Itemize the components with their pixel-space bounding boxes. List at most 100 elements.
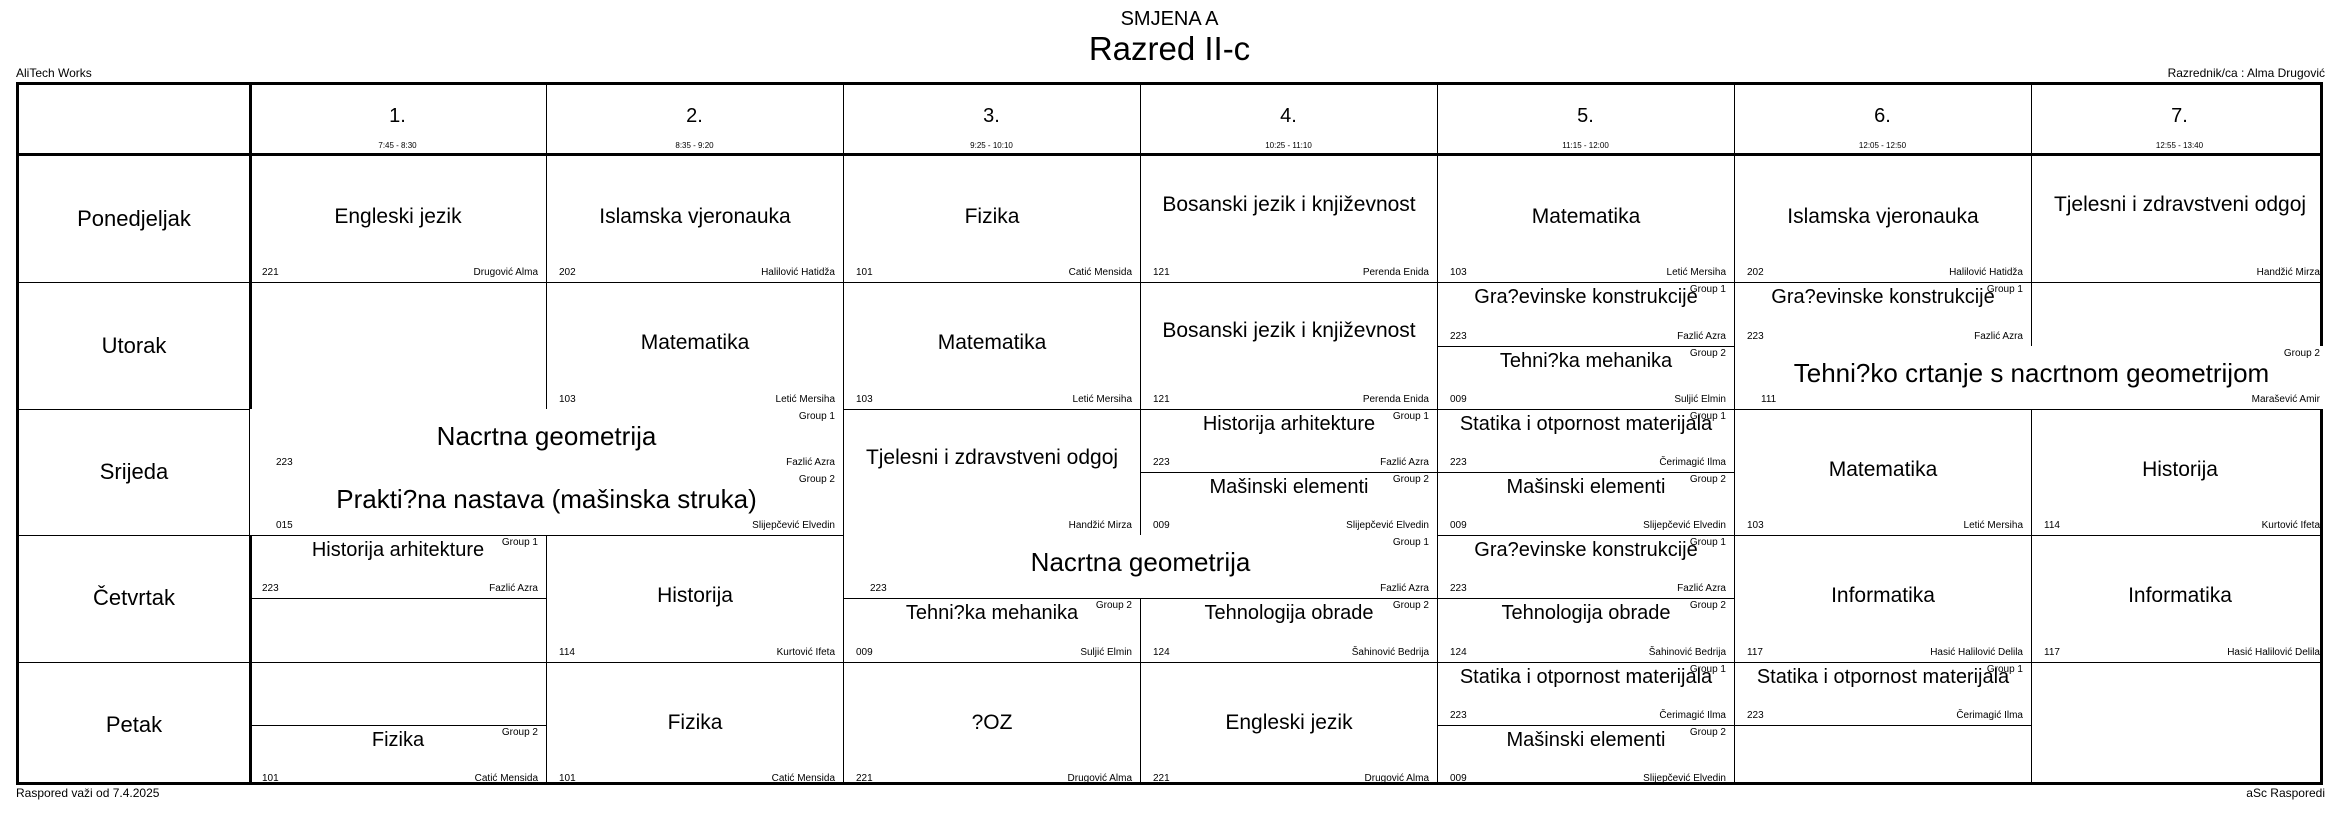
lesson-cell[interactable]: Gra?evinske konstrukcije Group 1 223 Fazlić…: [1438, 535, 1734, 598]
half-cell-separator: [249, 598, 546, 600]
lesson-subject: Matematika: [1828, 457, 1938, 481]
lesson-teacher: Fazlić Azra: [1677, 330, 1726, 342]
lesson-group: Group 2: [1689, 347, 1726, 359]
lesson-cell[interactable]: Engleski jezik 221 Drugović Alma: [1141, 662, 1437, 788]
lesson-room: 101: [262, 772, 279, 784]
lesson-group: Group 2: [2283, 347, 2320, 359]
lesson-cell[interactable]: Bosanski jezik i književnost 121 Perenda E…: [1141, 282, 1437, 408]
lesson-cell[interactable]: Islamska vjeronauka 202 Halilović Hatidža: [1735, 156, 2031, 282]
lesson-subject: Historija: [2142, 457, 2218, 481]
lesson-teacher: Letić Mersiha: [1963, 520, 2023, 532]
period-time: 12:55 - 13:40: [2155, 141, 2204, 150]
lesson-subject: Nacrtna geometrija: [1030, 547, 1251, 578]
period-header: 5. 11:15 - 12:00: [1437, 85, 1734, 153]
lesson-cell[interactable]: Tjelesni i zdravstveni odgoj Handžić Mirz…: [2032, 156, 2328, 282]
lesson-cell[interactable]: Tehni?ka mehanika Group 2 009 Suljić Elmin: [844, 598, 1140, 661]
lesson-subject: ?OZ: [971, 710, 1013, 734]
period-header: 4. 10:25 - 11:10: [1140, 85, 1437, 153]
lesson-cell[interactable]: Statika i otpornost materijala Group 1 223…: [1735, 662, 2031, 725]
half-cell-separator: [843, 598, 1140, 600]
lesson-teacher: Slijepčević Elvedin: [1643, 772, 1726, 784]
lesson-cell[interactable]: Islamska vjeronauka 202 Halilović Hatidža: [547, 156, 843, 282]
lesson-cell[interactable]: Fizika 101 Catić Mensida: [547, 662, 843, 788]
lesson-room: 202: [559, 267, 576, 279]
lesson-cell[interactable]: ?OZ 221 Drugović Alma: [844, 662, 1140, 788]
half-cell-separator: [1437, 472, 1734, 473]
lesson-subject: Islamska vjeronauka: [1787, 205, 1979, 228]
lesson-subject: Tjelesni i zdravstveni odgoj: [865, 445, 1119, 469]
lesson-cell[interactable]: Tehni?ko crtanje s nacrtnom geometrijom G…: [1735, 345, 2328, 409]
lesson-cell[interactable]: Historija 114 Kurtović Ifeta: [547, 535, 843, 661]
lesson-cell[interactable]: Matematika 103 Letić Mersiha: [547, 282, 843, 408]
period-time: 12:05 - 12:50: [1858, 141, 1907, 150]
grid-header-line: [19, 153, 2320, 156]
lesson-teacher: Catić Mensida: [771, 772, 835, 784]
class-title: Razred II-c: [1088, 30, 1251, 67]
lesson-cell[interactable]: Statika i otpornost materijala Group 1 223…: [1438, 409, 1734, 472]
lesson-teacher: Fazlić Azra: [1380, 583, 1429, 595]
lesson-cell[interactable]: Informatika 117 Hasić Halilović Delila: [1735, 535, 2031, 661]
lesson-cell[interactable]: Nacrtna geometrija Group 1 223 Fazlić Azra: [844, 535, 1437, 599]
lesson-cell[interactable]: Tehni?ka mehanika Group 2 009 Suljić Elmin: [1438, 346, 1734, 409]
lesson-cell[interactable]: Engleski jezik 221 Drugović Alma: [250, 156, 546, 282]
period-number: 6.: [1874, 105, 1891, 127]
lesson-cell[interactable]: Informatika 117 Hasić Halilović Delila: [2032, 535, 2328, 661]
lesson-room: 111: [1761, 393, 1777, 405]
lesson-cell[interactable]: Bosanski jezik i književnost 121 Perenda E…: [1141, 156, 1437, 282]
lesson-teacher: Drugović Alma: [473, 267, 538, 279]
lesson-cell[interactable]: Mašinski elementi Group 2 009 Slijepčević E…: [1141, 472, 1437, 535]
lesson-cell[interactable]: Gra?evinske konstrukcije Group 1 223 Fazlić…: [1735, 282, 2031, 345]
lesson-cell[interactable]: Historija arhitekture Group 1 223 Fazlić Az…: [1141, 409, 1437, 472]
grid-row-line: [19, 408, 2320, 410]
lesson-cell[interactable]: Matematika 103 Letić Mersiha: [1438, 156, 1734, 282]
lesson-room: 015: [276, 520, 293, 532]
lesson-room: 223: [1747, 709, 1764, 721]
lesson-cell[interactable]: Matematika 103 Letić Mersiha: [844, 282, 1140, 408]
lesson-cell[interactable]: Nacrtna geometrija Group 1 223 Fazlić Azra: [250, 408, 843, 472]
lesson-teacher: Fazlić Azra: [1677, 583, 1726, 595]
lesson-cell[interactable]: Fizika Group 2 101 Catić Mensida: [250, 725, 546, 788]
period-header: 1. 7:45 - 8:30: [249, 85, 546, 153]
lesson-cell[interactable]: Fizika 101 Catić Mensida: [844, 156, 1140, 282]
half-cell-separator: [249, 724, 546, 726]
lesson-room: 223: [1747, 330, 1764, 342]
lesson-room: 221: [856, 772, 873, 784]
lesson-cell[interactable]: Statika i otpornost materijala Group 1 223…: [1438, 662, 1734, 725]
lesson-subject: Islamska vjeronauka: [599, 205, 791, 228]
lesson-subject: Statika i otpornost materijala: [1459, 412, 1713, 435]
lesson-cell[interactable]: Matematika 103 Letić Mersiha: [1735, 409, 2031, 535]
period-header: 6. 12:05 - 12:50: [1734, 85, 2031, 153]
lesson-group: Group 2: [1392, 474, 1429, 485]
lesson-subject: Gra?evinske konstrukcije: [1771, 286, 1995, 309]
lesson-room: 103: [1450, 267, 1467, 279]
lesson-room: 101: [856, 267, 873, 279]
lesson-cell[interactable]: Tjelesni i zdravstveni odgoj Handžić Mirz…: [844, 409, 1140, 535]
lesson-cell[interactable]: Tehnologija obrade Group 2 124 Šahinović Be…: [1141, 598, 1437, 661]
period-time: 7:45 - 8:30: [378, 141, 417, 150]
lesson-subject: Matematika: [640, 331, 750, 355]
lesson-cell[interactable]: Mašinski elementi Group 2 009 Slijepčević E…: [1438, 725, 1734, 788]
lesson-group: Group 2: [1095, 600, 1132, 612]
period-number: 1.: [389, 105, 406, 127]
lesson-room: 223: [870, 583, 887, 595]
lesson-group: Group 1: [1689, 284, 1726, 296]
lesson-cell[interactable]: Prakti?na nastava (mašinska struka) Group…: [250, 472, 843, 536]
lesson-room: 223: [1153, 456, 1170, 468]
lesson-teacher: Handžić Mirza: [2256, 267, 2320, 279]
lesson-cell[interactable]: Historija arhitekture Group 1 223 Fazlić Az…: [250, 535, 546, 598]
lesson-teacher: Fazlić Azra: [786, 456, 835, 468]
lesson-room: 101: [559, 772, 576, 784]
lesson-teacher: Slijepčević Elvedin: [752, 520, 835, 532]
lesson-subject: Historija arhitekture: [311, 539, 485, 562]
lesson-cell[interactable]: Mašinski elementi Group 2 009 Slijepčević E…: [1438, 472, 1734, 535]
lesson-room: 121: [1153, 267, 1170, 279]
lesson-subject: Matematika: [937, 331, 1047, 355]
lesson-cell[interactable]: Gra?evinske konstrukcije Group 1 223 Fazlić…: [1438, 282, 1734, 345]
grid-column-line: [843, 85, 844, 782]
lesson-room: 009: [856, 646, 873, 658]
lesson-cell[interactable]: Historija 114 Kurtović Ifeta: [2032, 409, 2328, 535]
period-number: 7.: [2171, 105, 2188, 127]
class-teacher: Razrednik/ca : Alma Drugović: [2167, 66, 2325, 80]
lesson-teacher: Fazlić Azra: [1380, 456, 1429, 468]
lesson-cell[interactable]: Tehnologija obrade Group 2 124 Šahinović Be…: [1438, 598, 1734, 661]
